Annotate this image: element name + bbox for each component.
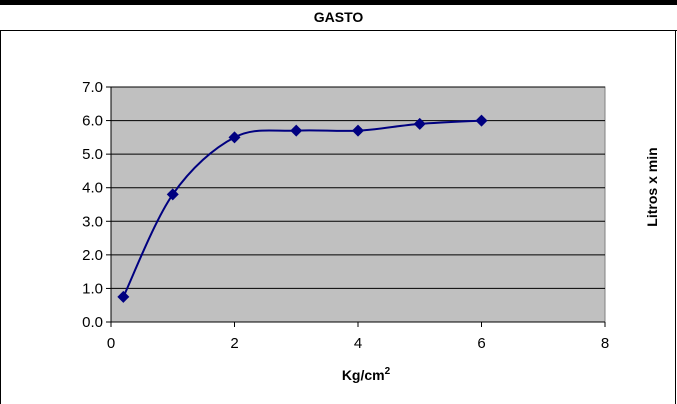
x-axis-title: Kg/cm2: [342, 366, 391, 383]
top-border-bar: [0, 0, 677, 5]
y-tick-label: 1.0: [82, 280, 103, 297]
y-tick-label: 7.0: [82, 79, 103, 96]
x-tick-label: 8: [601, 335, 609, 352]
data-point-marker: [228, 131, 241, 144]
chart-frame-right: [675, 30, 676, 404]
y-tick-label: 4.0: [82, 180, 103, 197]
y-tick-label: 6.0: [82, 113, 103, 130]
data-point-marker: [290, 124, 303, 137]
y-tick-label: 2.0: [82, 247, 103, 264]
x-axis-title-superscript: 2: [385, 366, 391, 377]
series-markers: [117, 114, 488, 303]
x-tick-label: 6: [477, 335, 485, 352]
chart-frame-left: [0, 30, 1, 404]
x-tick-labels: 0 2 4 6 8: [107, 335, 609, 352]
grid-lines: [106, 86, 606, 327]
chart-frame-top: [0, 30, 677, 31]
data-point-marker: [166, 188, 179, 201]
data-point-marker: [475, 114, 488, 127]
y-tick-label: 5.0: [82, 146, 103, 163]
x-axis-title-base: Kg/cm: [342, 367, 385, 383]
x-tick-label: 2: [230, 335, 238, 352]
y-tick-label: 3.0: [82, 213, 103, 230]
x-tick-label: 0: [107, 335, 115, 352]
chart-title: GASTO: [313, 9, 364, 25]
y-axis-title: Litros x min: [644, 147, 660, 226]
y-tick-labels: 0.0 1.0 2.0 3.0 4.0 5.0 6.0 7.0: [82, 79, 103, 331]
x-tick-label: 4: [354, 335, 362, 352]
data-point-marker: [352, 124, 364, 137]
y-tick-label: 0.0: [82, 314, 103, 331]
data-point-marker: [117, 290, 130, 303]
plot-area: [110, 86, 606, 323]
data-point-marker: [413, 117, 426, 130]
